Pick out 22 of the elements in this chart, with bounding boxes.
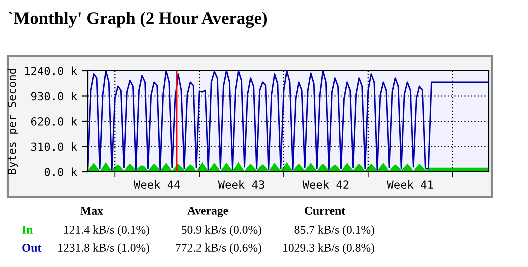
text: Out bbox=[22, 244, 42, 252]
text: 85.7 kB/s (0.1%) bbox=[294, 226, 374, 236]
text: Current bbox=[305, 207, 346, 215]
y-tick-label: 310.0 k bbox=[32, 142, 78, 152]
text: 50.9 kB/s (0.0%) bbox=[182, 226, 262, 236]
text: 1029.3 kB/s (0.8%) bbox=[284, 244, 374, 254]
chart-title: `Monthly' Graph (2 Hour Average) bbox=[8, 12, 268, 28]
text: 121.4 kB/s (0.1%) bbox=[64, 226, 150, 236]
x-tick-label: Week 43 bbox=[218, 180, 264, 189]
y-axis-title: Bytes per Second bbox=[8, 69, 19, 174]
text: 1231.8 kB/s (1.0%) bbox=[58, 244, 150, 254]
x-tick-label: Week 44 bbox=[134, 180, 180, 189]
y-tick-label: 930.0 k bbox=[31, 92, 78, 101]
y-tick-label: 0.0 k bbox=[44, 168, 78, 176]
text: Average bbox=[188, 206, 228, 218]
y-tick-label: 620.0 k bbox=[31, 117, 78, 126]
x-tick-label: Week 42 bbox=[302, 180, 349, 189]
x-tick-label: Week 41 bbox=[387, 180, 434, 189]
y-tick-label: 1240.0 k bbox=[25, 66, 78, 76]
text: In bbox=[22, 226, 33, 234]
text: Max bbox=[80, 207, 104, 215]
text: 772.2 kB/s (0.6%) bbox=[176, 244, 262, 254]
